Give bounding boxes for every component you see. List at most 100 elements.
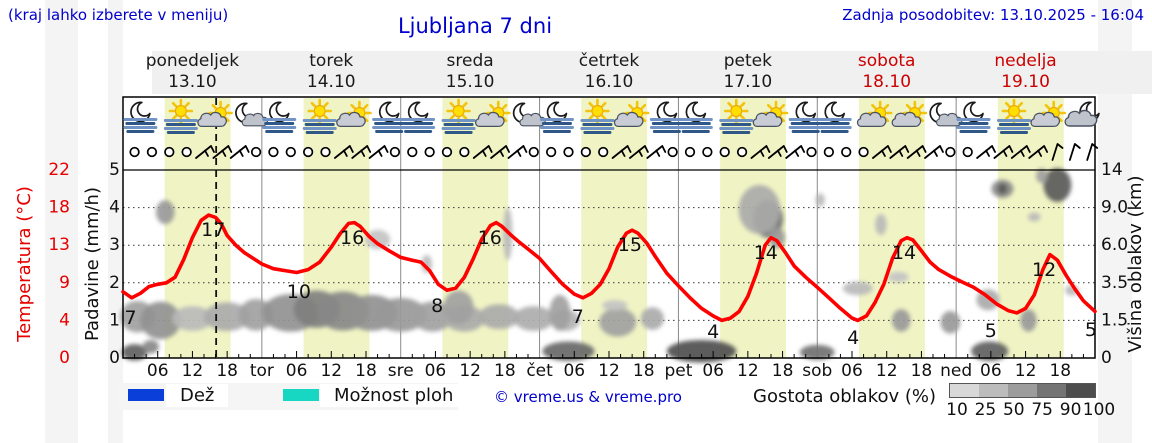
calm-circle [858, 146, 869, 158]
calm-circle [580, 146, 592, 158]
cloud-blob [602, 300, 628, 311]
cloud-blob [887, 271, 909, 283]
calm-circle [250, 146, 262, 158]
calm-circle [736, 146, 748, 158]
fog-lines-icon [722, 131, 751, 134]
sun-ray [449, 114, 455, 121]
day-name: četrtek [578, 51, 640, 71]
cloud-blob [478, 304, 520, 330]
temperature-value-label: 5 [985, 320, 997, 342]
moon-icon [656, 101, 678, 123]
copyright-link[interactable]: © vreme.us & vreme.pro [494, 388, 682, 406]
calm-circle [441, 146, 453, 158]
weather-icon-sun-cloud [891, 100, 928, 128]
axis-tick-label: 13 [48, 235, 70, 255]
value-labels: 7 17 10 16 8 16 7 15 4 14 4 14 5 12 5 [124, 219, 1097, 349]
day-name: petek [723, 51, 772, 71]
calm-circle [268, 146, 279, 158]
rain-legend-label: Dež [166, 384, 229, 407]
day-header-torek: torek 14.10 [262, 51, 401, 93]
day-header-nedelja: nedelja 19.10 [956, 51, 1095, 93]
fog-lines-icon [788, 118, 823, 121]
calm-circle [945, 146, 956, 158]
wind-barb [993, 145, 1014, 159]
sun-ray [1004, 101, 1011, 108]
cloud-blob [738, 185, 781, 234]
x-day-abbrev: sre [388, 361, 414, 381]
cloud-density-step [950, 384, 979, 397]
axis-tick-label: 9 [59, 273, 70, 293]
axis-tick-label: 0 [1101, 348, 1112, 368]
temperature-curve-layer [121, 213, 1097, 323]
wind-barb [351, 145, 372, 159]
fog-lines-icon [649, 126, 684, 129]
wind-barb-icon [1068, 143, 1081, 161]
day-date: 16.10 [584, 72, 634, 92]
fog-lines-icon [680, 122, 711, 125]
axis-tick-label: 5 [109, 160, 120, 180]
temperature-value-label: 14 [754, 242, 778, 264]
temperature-value-label: 7 [124, 307, 136, 329]
calm-circle [806, 146, 817, 158]
day-date: 19.10 [1001, 72, 1050, 92]
wind-barb [646, 145, 667, 159]
precipitation-axis-title: Padavine (mm/h) [82, 187, 103, 341]
moon-icon [407, 101, 429, 123]
fog-lines-icon [788, 126, 823, 129]
x-hour-label: 12 [320, 361, 342, 381]
wind-barb-icon [368, 145, 389, 159]
fog-lines-icon [443, 123, 474, 126]
fog-lines-icon [302, 127, 337, 130]
cloud-blob [666, 339, 737, 363]
wind-calm-icon [545, 146, 557, 158]
wind-calm-icon [702, 146, 713, 158]
calm-circle [667, 146, 678, 158]
x-hour-label: 18 [355, 361, 377, 381]
moon-icon [824, 101, 845, 123]
day-date: 14.10 [306, 72, 356, 92]
moon-icon [269, 101, 290, 123]
sun-icon [730, 104, 743, 118]
wind-barb-icon [195, 145, 215, 159]
cloud-height-axis-title: Višina oblakov (km) [1125, 175, 1146, 352]
x-hour-label: 06 [563, 361, 585, 381]
cloud-blob [1027, 212, 1041, 222]
weather-icon-sun-cloud [336, 100, 372, 128]
weather-icon-moon-fog [401, 101, 436, 133]
wind-calm-icon [407, 146, 418, 158]
calm-circle [598, 146, 609, 158]
weather-icon-moon-fog [678, 101, 713, 133]
cloud-blob [815, 193, 825, 207]
sun-ray [766, 103, 773, 110]
wind-calm-icon [528, 146, 539, 158]
day-header-sobota: sobota 18.10 [817, 51, 956, 93]
day-name: ponedeljek [145, 51, 240, 71]
fog-lines-icon [719, 127, 754, 130]
cloud-density-step [1008, 384, 1037, 397]
x-hour-label: 18 [1049, 361, 1071, 381]
calm-circle [719, 146, 730, 158]
calm-circle [684, 146, 696, 158]
fog-lines-icon [678, 126, 713, 129]
axis-tick-label: 14 [1101, 160, 1123, 180]
x-day-abbrev: ned [940, 361, 972, 381]
wind-barb-icon [924, 145, 944, 159]
wind-calm-icon [719, 146, 730, 158]
day-header-sreda: sreda 15.10 [401, 51, 540, 93]
day-date: 15.10 [445, 72, 495, 92]
temperature-value-label: 17 [201, 219, 225, 241]
fog-lines-icon [264, 122, 295, 125]
sun-ray [462, 114, 468, 121]
cloud-blob [142, 339, 159, 354]
fog-lines-icon [817, 118, 852, 121]
fog-lines-icon [956, 126, 991, 129]
wind-barb-icon [1051, 143, 1064, 161]
cloud-blob [1035, 168, 1048, 184]
weather-icon-sun-fog [719, 98, 754, 134]
axis-tick-label: 4 [109, 198, 120, 218]
x-hour-label: 18 [216, 361, 238, 381]
sun-ray [1057, 103, 1063, 110]
weather-icon-sun-fog [441, 98, 476, 134]
wind-barb-icon [1028, 145, 1049, 159]
x-day-abbrev: tor [250, 361, 274, 381]
